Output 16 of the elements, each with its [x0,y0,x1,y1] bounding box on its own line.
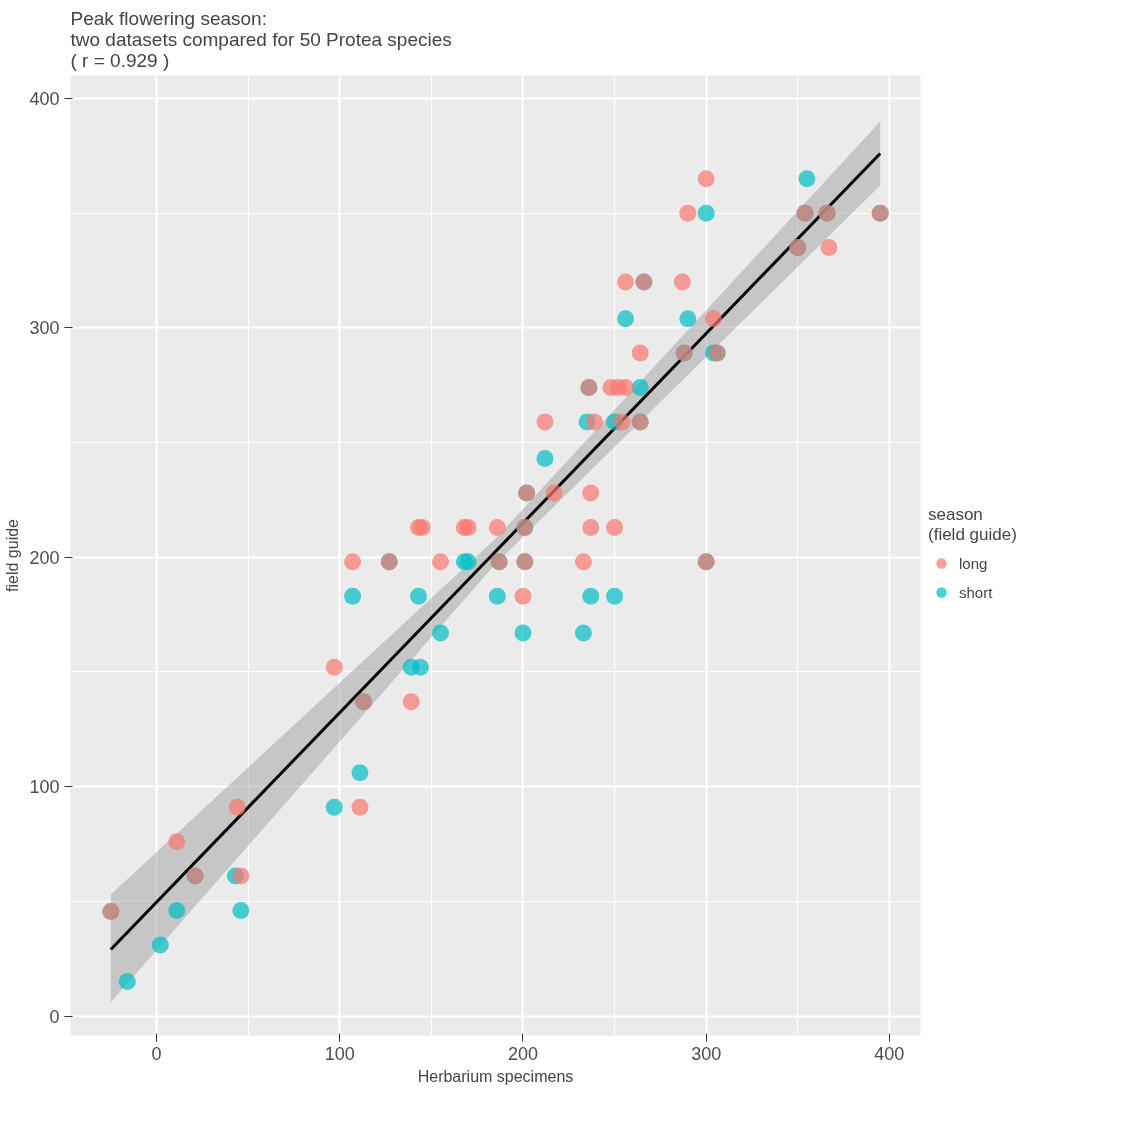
y-tick-label: 300 [29,318,60,339]
legend-label: short [959,583,993,601]
x-tick-label: 100 [324,1043,355,1064]
x-tick-label: 200 [507,1043,539,1064]
y-tick-label: 100 [29,777,60,798]
legend-label: long [959,554,988,572]
x-tick-label: 400 [874,1043,905,1064]
y-tick-label: 0 [49,1006,60,1027]
x-tick-label: 300 [691,1043,722,1064]
y-tick-label: 200 [29,547,60,568]
x-axis-title: Herbarium specimens [417,1067,574,1085]
chart-title: Peak flowering season: two datasets compared for 50 Protea species ( r = 0.929 ) [70,7,452,71]
legend-title: season (field guide) [928,505,1017,545]
x-tick-label: 0 [151,1043,162,1064]
y-tick-label: 400 [29,88,60,109]
y-axis-title: field guide [4,518,22,592]
